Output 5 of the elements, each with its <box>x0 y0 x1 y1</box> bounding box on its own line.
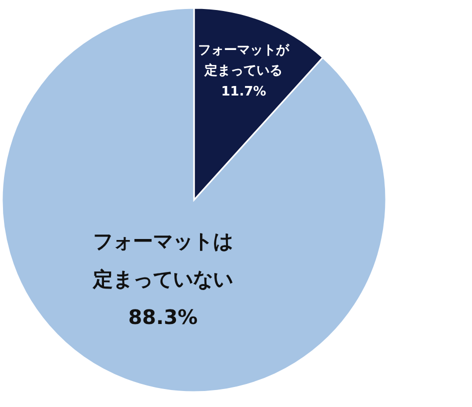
slice-label: フォーマットが定まっている <box>198 42 290 79</box>
data-label: 88.3% <box>128 305 198 330</box>
data-label: 11.7% <box>221 84 266 100</box>
slice-label: フォーマットは定まっていない <box>92 229 233 292</box>
pie-slice <box>1 7 386 393</box>
